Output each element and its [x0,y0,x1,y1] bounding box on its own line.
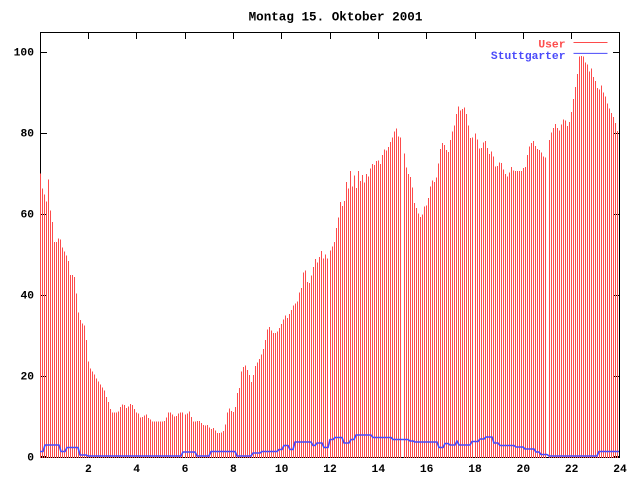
svg-text:Montag 15. Oktober 2001: Montag 15. Oktober 2001 [249,11,423,25]
svg-text:0: 0 [27,453,34,465]
svg-text:6: 6 [182,464,189,476]
svg-text:20: 20 [20,372,34,384]
svg-text:24: 24 [613,464,627,476]
svg-text:80: 80 [20,129,34,141]
svg-text:16: 16 [420,464,434,476]
svg-text:20: 20 [517,464,531,476]
svg-text:40: 40 [20,291,34,303]
svg-text:User: User [538,40,565,52]
svg-text:8: 8 [230,464,237,476]
svg-text:10: 10 [275,464,289,476]
svg-text:2: 2 [85,464,92,476]
svg-text:4: 4 [133,464,140,476]
svg-text:14: 14 [372,464,386,476]
svg-text:60: 60 [20,210,34,222]
svg-text:Stuttgarter: Stuttgarter [491,51,566,63]
svg-text:12: 12 [323,464,337,476]
svg-text:18: 18 [468,464,482,476]
svg-text:22: 22 [565,464,579,476]
svg-text:100: 100 [14,48,35,60]
